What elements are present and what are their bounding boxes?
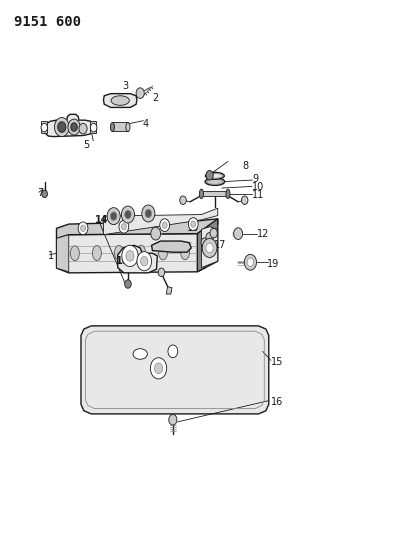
Circle shape bbox=[142, 205, 155, 222]
Polygon shape bbox=[201, 227, 218, 268]
Text: 16: 16 bbox=[271, 397, 283, 407]
Polygon shape bbox=[113, 122, 128, 131]
Circle shape bbox=[160, 219, 170, 231]
Ellipse shape bbox=[133, 349, 147, 359]
Text: 18: 18 bbox=[115, 256, 129, 266]
Circle shape bbox=[121, 223, 126, 230]
Circle shape bbox=[119, 220, 129, 233]
Circle shape bbox=[141, 256, 148, 266]
Polygon shape bbox=[152, 241, 191, 252]
Polygon shape bbox=[201, 191, 228, 196]
Circle shape bbox=[90, 123, 97, 132]
Circle shape bbox=[68, 119, 80, 135]
Circle shape bbox=[111, 212, 117, 220]
Text: 9151 600: 9151 600 bbox=[14, 14, 81, 29]
Ellipse shape bbox=[111, 123, 115, 132]
Text: 13: 13 bbox=[187, 223, 199, 233]
Circle shape bbox=[58, 122, 66, 132]
Polygon shape bbox=[104, 208, 218, 235]
Text: 10: 10 bbox=[252, 182, 265, 192]
Circle shape bbox=[191, 221, 196, 227]
Circle shape bbox=[41, 123, 48, 132]
Circle shape bbox=[202, 238, 217, 257]
Circle shape bbox=[158, 268, 165, 277]
Text: 5: 5 bbox=[83, 140, 89, 150]
Text: 8: 8 bbox=[242, 161, 248, 171]
Polygon shape bbox=[81, 326, 269, 414]
Circle shape bbox=[136, 88, 144, 99]
Circle shape bbox=[180, 196, 186, 205]
Circle shape bbox=[201, 238, 208, 247]
Circle shape bbox=[79, 123, 87, 134]
Circle shape bbox=[121, 206, 134, 223]
Ellipse shape bbox=[70, 246, 79, 261]
Text: 7: 7 bbox=[37, 188, 44, 198]
Circle shape bbox=[137, 252, 152, 271]
Circle shape bbox=[169, 415, 177, 425]
Text: 19: 19 bbox=[267, 259, 279, 269]
Ellipse shape bbox=[206, 172, 224, 179]
Polygon shape bbox=[197, 219, 218, 272]
Circle shape bbox=[145, 209, 152, 217]
Circle shape bbox=[126, 251, 134, 261]
Text: 17: 17 bbox=[214, 240, 226, 251]
Text: 9: 9 bbox=[252, 174, 259, 184]
Polygon shape bbox=[56, 235, 69, 272]
Text: 11: 11 bbox=[252, 190, 265, 200]
Text: 2: 2 bbox=[152, 93, 159, 103]
Circle shape bbox=[125, 280, 131, 288]
Circle shape bbox=[42, 190, 48, 198]
Circle shape bbox=[210, 228, 217, 238]
Circle shape bbox=[125, 211, 131, 219]
Circle shape bbox=[78, 222, 88, 235]
Polygon shape bbox=[118, 245, 157, 273]
Ellipse shape bbox=[199, 189, 203, 199]
Polygon shape bbox=[90, 120, 96, 133]
Circle shape bbox=[234, 228, 242, 239]
Circle shape bbox=[71, 123, 77, 131]
Circle shape bbox=[150, 358, 167, 379]
Circle shape bbox=[168, 345, 178, 358]
Ellipse shape bbox=[226, 189, 230, 199]
Polygon shape bbox=[166, 287, 172, 294]
Circle shape bbox=[81, 225, 85, 231]
Circle shape bbox=[241, 196, 248, 205]
Circle shape bbox=[206, 171, 213, 180]
Circle shape bbox=[244, 254, 256, 270]
Text: 3: 3 bbox=[122, 81, 128, 91]
Ellipse shape bbox=[136, 245, 145, 260]
Circle shape bbox=[122, 245, 138, 266]
Ellipse shape bbox=[205, 178, 225, 185]
Ellipse shape bbox=[115, 245, 123, 260]
Ellipse shape bbox=[126, 123, 130, 132]
Text: 1: 1 bbox=[48, 251, 55, 261]
Polygon shape bbox=[56, 219, 218, 238]
Text: 6: 6 bbox=[161, 223, 167, 233]
Circle shape bbox=[155, 363, 163, 374]
Ellipse shape bbox=[92, 246, 102, 261]
Polygon shape bbox=[104, 94, 137, 108]
Circle shape bbox=[188, 217, 198, 230]
Circle shape bbox=[151, 227, 161, 240]
Polygon shape bbox=[56, 233, 206, 273]
Ellipse shape bbox=[111, 96, 129, 106]
Circle shape bbox=[247, 258, 254, 266]
Circle shape bbox=[206, 232, 213, 242]
Circle shape bbox=[55, 117, 69, 136]
Text: 15: 15 bbox=[271, 357, 283, 367]
Ellipse shape bbox=[180, 245, 189, 260]
Polygon shape bbox=[42, 120, 47, 133]
Circle shape bbox=[162, 222, 167, 228]
Text: 4: 4 bbox=[142, 119, 148, 130]
Polygon shape bbox=[44, 114, 93, 136]
Ellipse shape bbox=[159, 245, 168, 260]
Text: 12: 12 bbox=[256, 229, 269, 239]
Circle shape bbox=[107, 208, 120, 224]
Circle shape bbox=[206, 243, 213, 253]
Text: 14: 14 bbox=[95, 215, 109, 225]
